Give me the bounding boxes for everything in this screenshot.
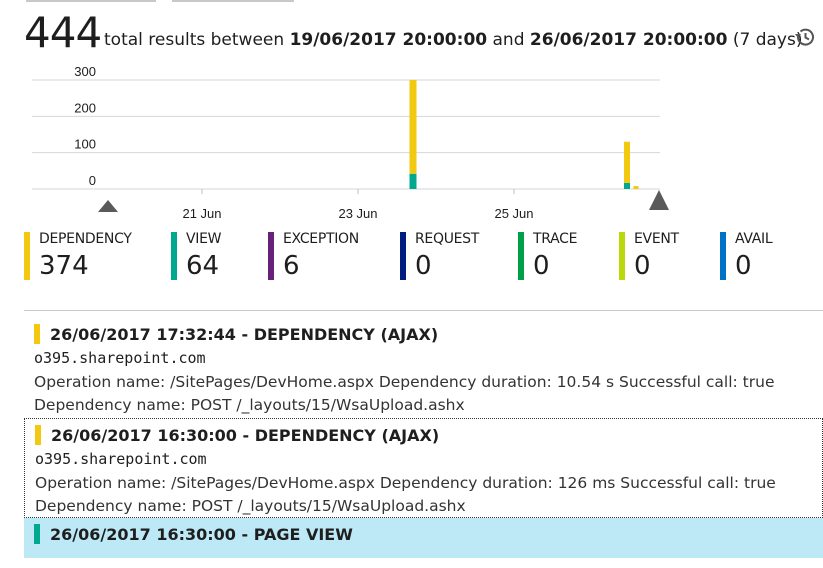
result-host: o395.sharepoint.com [34, 349, 206, 367]
counter-value: 0 [533, 251, 550, 281]
summary-end: 26/06/2017 20:00:00 [529, 30, 728, 50]
counter-label: EVENT [634, 231, 679, 247]
section-divider [24, 310, 823, 311]
counter-color-bar [268, 232, 274, 280]
y-tick-label: 0 [89, 173, 96, 188]
result-title: 26/06/2017 16:30:00 - DEPENDENCY (AJAX) [51, 426, 440, 445]
bar-dependency [633, 186, 639, 189]
y-tick-label: 100 [74, 137, 96, 152]
summary-prefix: total results between [104, 30, 285, 50]
x-tick-label: 21 Jun [182, 206, 221, 221]
results-summary: 444 total results between 19/06/2017 20:… [24, 8, 802, 61]
tab-underline [26, 0, 156, 2]
x-tick-label: 25 Jun [494, 206, 533, 221]
counter-label: VIEW [186, 231, 222, 247]
counter-color-bar [720, 232, 726, 280]
counter-label: AVAIL [735, 231, 773, 247]
summary-joiner: and [492, 30, 525, 50]
counter-label: DEPENDENCY [39, 231, 132, 247]
bar-dependency [409, 80, 417, 174]
summary-start: 19/06/2017 20:00:00 [289, 30, 488, 50]
result-title: 26/06/2017 17:32:44 - DEPENDENCY (AJAX) [50, 325, 439, 344]
result-host: o395.sharepoint.com [35, 450, 207, 468]
bar-view [624, 182, 630, 189]
summary-range: (7 days) [732, 30, 803, 50]
chart-svg[interactable]: 300 200 100 0 21 Jun 23 Jun 25 Jun [30, 58, 670, 228]
summary-text: total results between 19/06/2017 20:00:0… [104, 30, 802, 50]
range-end-handle [649, 190, 669, 210]
counter-color-bar [619, 232, 625, 280]
counter-value: 0 [735, 251, 752, 281]
result-type-marker [35, 425, 41, 445]
bar-dependency [624, 141, 630, 183]
total-count: 444 [24, 8, 102, 57]
counter-color-bar [518, 232, 524, 280]
y-tick-label: 200 [74, 100, 96, 115]
result-details: Operation name: /SitePages/DevHome.aspx … [34, 373, 775, 391]
bar-view [409, 173, 417, 189]
results-list: 26/06/2017 17:32:44 - DEPENDENCY (AJAX) … [24, 318, 823, 558]
result-row[interactable]: 26/06/2017 17:32:44 - DEPENDENCY (AJAX) … [24, 318, 823, 418]
counter-color-bar [400, 232, 406, 280]
result-dependency-name: Dependency name: POST /_layouts/15/WsaUp… [35, 497, 466, 515]
counter-value: 64 [186, 251, 220, 281]
timeline-chart[interactable]: 300 200 100 0 21 Jun 23 Jun 25 Jun [30, 58, 670, 228]
result-row-page-view[interactable]: 26/06/2017 16:30:00 - PAGE VIEW [24, 518, 823, 558]
counter-label: EXCEPTION [283, 231, 359, 247]
history-button[interactable] [792, 24, 818, 50]
history-icon [795, 28, 814, 46]
counter-label: REQUEST [415, 231, 480, 247]
result-type-marker [34, 324, 40, 344]
counter-label: TRACE [533, 231, 578, 247]
result-dependency-name: Dependency name: POST /_layouts/15/WsaUp… [34, 396, 465, 414]
result-details: Operation name: /SitePages/DevHome.aspx … [35, 474, 776, 492]
tab-underline [172, 0, 294, 2]
result-title: 26/06/2017 16:30:00 - PAGE VIEW [50, 525, 353, 544]
range-start-handle [98, 200, 118, 212]
counter-color-bar [24, 232, 30, 280]
result-type-marker [34, 524, 40, 544]
top-tabs [26, 0, 294, 4]
counter-color-bar [171, 232, 177, 280]
x-tick-label: 23 Jun [338, 206, 377, 221]
type-counters: DEPENDENCY 374 VIEW 64 EXCEPTION 6 REQUE… [24, 230, 814, 290]
counter-value: 6 [283, 251, 300, 281]
counter-value: 0 [634, 251, 651, 281]
counter-value: 374 [39, 251, 89, 281]
result-row-selected[interactable]: 26/06/2017 16:30:00 - DEPENDENCY (AJAX) … [24, 418, 823, 518]
counter-value: 0 [415, 251, 432, 281]
y-tick-label: 300 [74, 64, 96, 79]
